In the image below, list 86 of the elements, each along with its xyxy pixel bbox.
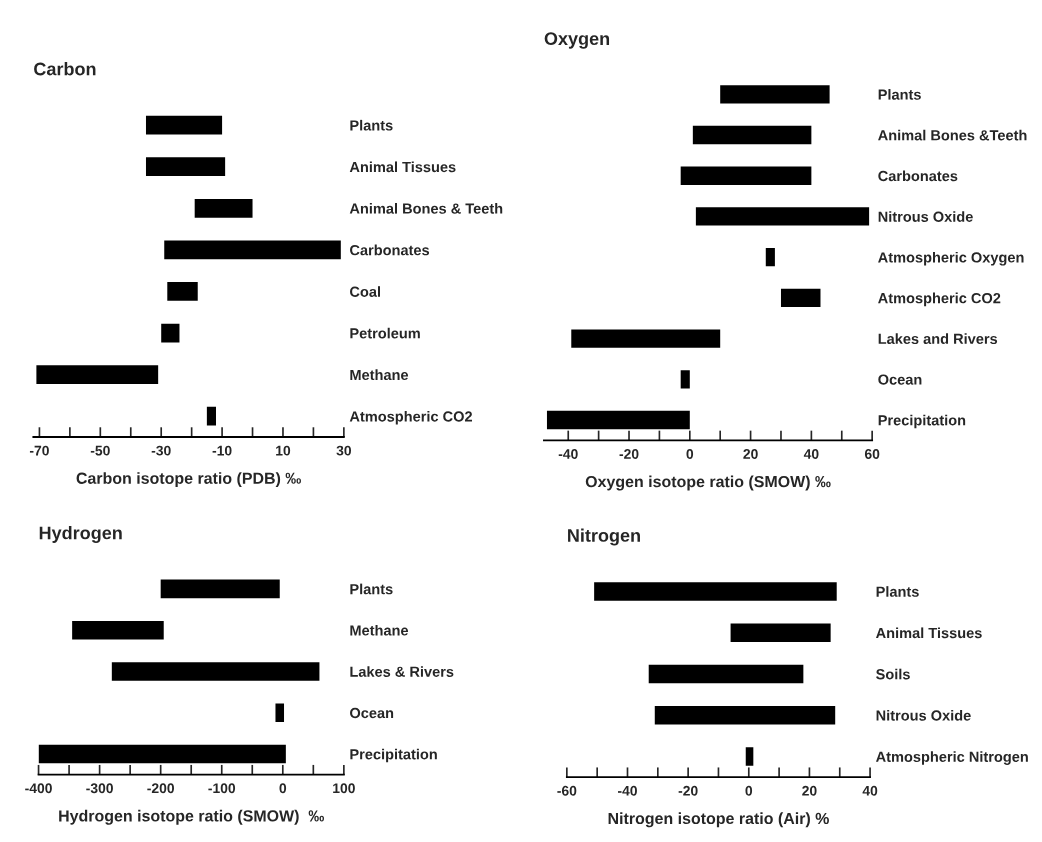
bar <box>167 282 198 301</box>
y-tick-label: Petroleum <box>350 327 420 339</box>
x-tick-label: -10 <box>212 445 232 456</box>
x-tick-label: -30 <box>151 445 171 456</box>
y-tick-label: Ocean <box>878 374 922 385</box>
bar <box>765 248 775 267</box>
y-tick-label: Precipitation <box>878 414 966 429</box>
bar <box>720 85 830 104</box>
bar <box>780 288 821 308</box>
chart-title: Oxygen <box>544 32 610 49</box>
bar <box>145 115 223 135</box>
x-tick-label: 20 <box>802 785 817 796</box>
y-tick-label: Atmospheric CO2 <box>349 410 473 425</box>
y-tick-label: Soils <box>876 668 910 680</box>
y-tick-label: Ocean <box>350 707 394 719</box>
y-tick-label: Lakes and Rivers <box>878 333 998 345</box>
y-tick-label: Nitrous Oxide <box>878 211 973 222</box>
x-axis-title: Hydrogen isotope ratio (SMOW) ‰ <box>59 809 324 825</box>
bar <box>680 370 690 389</box>
y-tick-label: Plants <box>876 586 919 597</box>
x-tick-label: -400 <box>25 783 52 794</box>
y-tick-label: Atmospheric Nitrogen <box>875 751 1028 765</box>
x-tick-label: 0 <box>686 449 694 459</box>
bar <box>680 166 812 185</box>
bar <box>194 198 253 218</box>
x-tick-label: -20 <box>678 785 698 796</box>
bar <box>730 623 831 642</box>
x-axis-title: Oxygen isotope ratio (SMOW) ‰ <box>585 475 831 491</box>
bar <box>164 240 341 260</box>
bar <box>594 582 837 601</box>
x-tick-label: -20 <box>619 449 639 459</box>
y-tick-label: Animal Bones &Teeth <box>878 129 1027 141</box>
bar <box>275 703 285 723</box>
y-tick-label: Nitrous Oxide <box>876 709 971 721</box>
bar <box>160 579 280 599</box>
x-tick-label: 60 <box>864 449 880 459</box>
y-tick-label: Animal Bones & Teeth <box>349 203 503 214</box>
bar <box>745 747 754 766</box>
y-tick-label: Methane <box>350 369 409 381</box>
x-tick-label: 30 <box>336 445 352 456</box>
bar <box>206 406 216 426</box>
bar <box>161 323 180 343</box>
y-tick-label: Plants <box>350 583 393 595</box>
y-tick-label: Carbonates <box>878 170 958 182</box>
chart-title: Hydrogen <box>39 526 122 543</box>
bar <box>36 365 159 384</box>
x-tick-label: -70 <box>29 445 49 456</box>
bar <box>546 410 690 430</box>
y-tick-label: Lakes & Rivers <box>350 666 454 677</box>
bar <box>571 329 721 348</box>
bar <box>38 744 286 764</box>
x-tick-label: -200 <box>147 783 175 794</box>
x-tick-label: -60 <box>557 785 577 796</box>
y-tick-label: Atmospheric Oxygen <box>878 251 1024 266</box>
x-tick-label: -40 <box>618 785 637 796</box>
bar <box>145 157 226 177</box>
x-tick-label: -300 <box>86 783 113 794</box>
bar <box>72 620 164 640</box>
y-tick-label: Carbonates <box>350 244 430 256</box>
chart-title: Nitrogen <box>568 528 640 546</box>
y-tick-label: Plants <box>878 89 921 100</box>
bar <box>111 662 320 681</box>
x-tick-label: 10 <box>276 445 291 456</box>
x-tick-label: 0 <box>279 783 287 794</box>
x-axis-title: Nitrogen isotope ratio (Air) % <box>608 812 829 828</box>
bar <box>692 125 812 145</box>
y-tick-label: Coal <box>350 286 380 297</box>
chart-title: Carbon <box>34 62 96 76</box>
x-tick-label: -100 <box>208 783 236 794</box>
x-tick-label: 40 <box>803 449 819 459</box>
x-axis-title: Carbon isotope ratio (PDB) ‰ <box>76 472 301 488</box>
bar <box>654 705 836 725</box>
x-tick-label: 0 <box>745 785 753 796</box>
y-tick-label: Atmospheric CO2 <box>878 292 1001 307</box>
y-tick-label: Animal Tissues <box>349 161 456 173</box>
x-tick-label: -40 <box>558 449 578 459</box>
x-tick-label: 100 <box>333 783 355 794</box>
y-tick-label: Methane <box>350 624 409 636</box>
x-tick-label: 40 <box>862 785 878 796</box>
bar <box>695 207 870 226</box>
x-tick-label: -50 <box>90 445 110 456</box>
y-tick-label: Precipitation <box>350 748 437 763</box>
bar <box>648 664 804 684</box>
x-tick-label: 20 <box>743 449 758 459</box>
y-tick-label: Animal Tissues <box>875 627 982 639</box>
y-tick-label: Plants <box>350 119 393 131</box>
